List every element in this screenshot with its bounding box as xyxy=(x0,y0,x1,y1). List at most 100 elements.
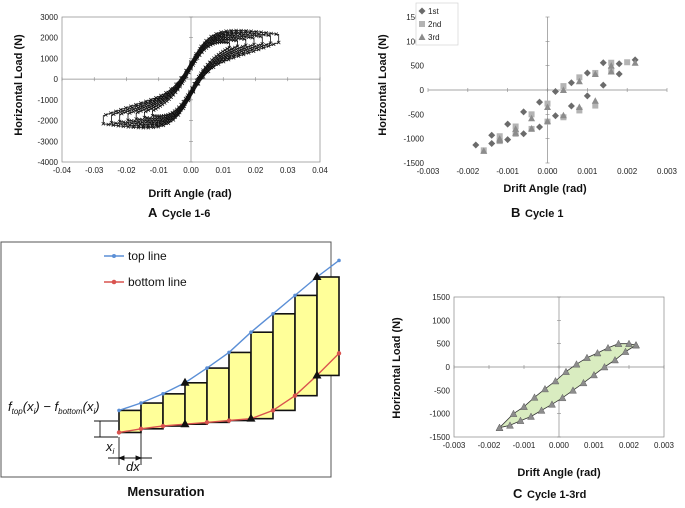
mensuration-bar xyxy=(162,393,186,427)
chart-a-point xyxy=(111,123,116,128)
chart-a-point xyxy=(194,51,198,56)
chart-a: -0.04 -0.03 -0.02 -0.01 0.00 0.01 0.02 0.03 0.04… xyxy=(13,13,328,220)
chart-c-point xyxy=(593,349,602,357)
chart-a-point xyxy=(123,110,128,115)
chart-c-point xyxy=(621,347,630,355)
mensuration-bottom-line-point xyxy=(138,426,144,431)
chart-a-axes xyxy=(61,16,321,163)
chart-b-point-1st xyxy=(615,70,623,78)
mensuration-top-line-point xyxy=(139,401,143,405)
chart-b-point-1st xyxy=(551,87,559,95)
chart-a-point xyxy=(111,112,116,117)
chart-mensuration: top line bottom line ftop(xi) − fbottom(… xyxy=(0,241,342,499)
c-x-tick-label: 0.002 xyxy=(619,441,640,450)
b-x-tick-label: 0.000 xyxy=(537,167,558,176)
chart-b-point-2nd xyxy=(528,111,535,118)
mensuration-top-line-point xyxy=(227,350,231,355)
chart-a-point xyxy=(144,99,148,104)
chart-b-point-3rd xyxy=(544,103,551,111)
mensuration-bar xyxy=(250,331,274,420)
chart-a-point xyxy=(132,107,136,111)
chart-a-point xyxy=(156,118,160,123)
chart-a-point xyxy=(117,119,122,124)
chart-a-point xyxy=(244,28,248,33)
chart-b-point-2nd xyxy=(576,107,583,114)
chart-c-caption-text: Cycle 1-3rd xyxy=(527,489,586,501)
chart-c-ylabel: Horizontal Load (N) xyxy=(391,317,403,419)
chart-a-point xyxy=(239,34,244,39)
chart-a-point xyxy=(179,76,183,80)
chart-a-point xyxy=(151,108,156,113)
chart-b-legend-marker-3rd xyxy=(418,33,426,40)
a-x-tick-label: 0.02 xyxy=(248,166,264,175)
dx-arrow-right xyxy=(135,455,143,461)
chart-c-point xyxy=(579,378,588,387)
formula-i1: i xyxy=(34,407,36,416)
chart-a-point xyxy=(226,57,231,62)
chart-b-legend-marker-2nd xyxy=(419,21,425,27)
chart-a-point xyxy=(151,125,156,130)
chart-a-point xyxy=(261,45,266,50)
chart-a-point xyxy=(135,108,139,113)
chart-b: -0.003 -0.002 -0.001 0.000 0.001 0.002 0.003 15… xyxy=(377,2,678,220)
chart-a-point xyxy=(161,123,166,128)
chart-a-point xyxy=(207,37,212,41)
c-y-tick-label: 0 xyxy=(446,363,451,372)
chart-b-point-3rd xyxy=(607,68,615,75)
chart-b-point-3rd xyxy=(512,129,520,136)
chart-b-caption-text: Cycle 1 xyxy=(525,208,564,220)
chart-a-point xyxy=(184,68,188,73)
mensuration-bar xyxy=(294,294,318,397)
chart-a-point xyxy=(113,109,118,114)
chart-a-point xyxy=(198,46,202,51)
chart-a-point xyxy=(214,31,218,36)
chart-b-point-1st xyxy=(488,140,496,148)
mensuration-legend: top line bottom line xyxy=(104,249,187,289)
chart-a-point xyxy=(134,117,139,121)
a-x-tick-label: 0.03 xyxy=(280,166,296,175)
a-y-tick-label: 1000 xyxy=(40,54,58,63)
chart-c-axes xyxy=(453,296,665,438)
chart-a-ticks: -0.04 -0.03 -0.02 -0.01 0.00 0.01 0.02 0.03 0.04… xyxy=(38,13,329,175)
a-x-tick-label: 0.04 xyxy=(312,166,328,175)
chart-a-point xyxy=(231,48,236,53)
chart-c-point xyxy=(614,339,623,347)
chart-a-point xyxy=(233,36,237,40)
chart-a-point xyxy=(269,31,274,36)
c-y-tick-label: 1500 xyxy=(432,293,450,302)
chart-a-point xyxy=(186,98,191,103)
chart-b-point-3rd xyxy=(591,70,599,77)
chart-a-point xyxy=(231,55,236,60)
b-y-tick-label: 500 xyxy=(411,62,425,71)
mensuration-triangle-marker xyxy=(312,370,322,379)
chart-a-point xyxy=(242,37,247,41)
b-x-tick-label: 0.002 xyxy=(617,167,638,176)
chart-a-point xyxy=(259,30,264,35)
legend-bottom-line-label: bottom line xyxy=(128,275,187,289)
chart-a-point xyxy=(154,107,158,111)
chart-c-point xyxy=(509,409,518,417)
chart-b-point-2nd xyxy=(560,83,567,90)
b-x-tick-label: 0.003 xyxy=(657,167,678,176)
mensuration-bar xyxy=(206,367,230,424)
chart-a-point xyxy=(219,30,223,34)
chart-a-point xyxy=(126,120,130,125)
chart-a-point xyxy=(167,92,172,97)
chart-a-point xyxy=(256,43,261,48)
mensuration-top-line-point xyxy=(161,392,165,396)
mensuration-bars xyxy=(118,276,340,434)
b-y-tick-label: -1500 xyxy=(404,159,425,168)
chart-a-point xyxy=(221,59,226,64)
chart-a-point xyxy=(164,90,168,95)
mensuration-triangle-marker xyxy=(312,272,322,280)
chart-a-point xyxy=(234,28,238,33)
chart-b-point-3rd xyxy=(544,117,551,125)
chart-b-ticks: -0.003 -0.002 -0.001 0.000 0.001 0.002 0.003 15… xyxy=(404,13,678,176)
chart-a-point xyxy=(146,118,151,123)
legend-top-line-label: top line xyxy=(128,249,167,263)
chart-b-point-2nd xyxy=(592,102,599,109)
chart-a-point xyxy=(211,65,216,70)
formula-i2: i xyxy=(93,407,95,416)
chart-a-point xyxy=(230,46,235,51)
c-x-tick-label: -0.001 xyxy=(513,441,536,450)
